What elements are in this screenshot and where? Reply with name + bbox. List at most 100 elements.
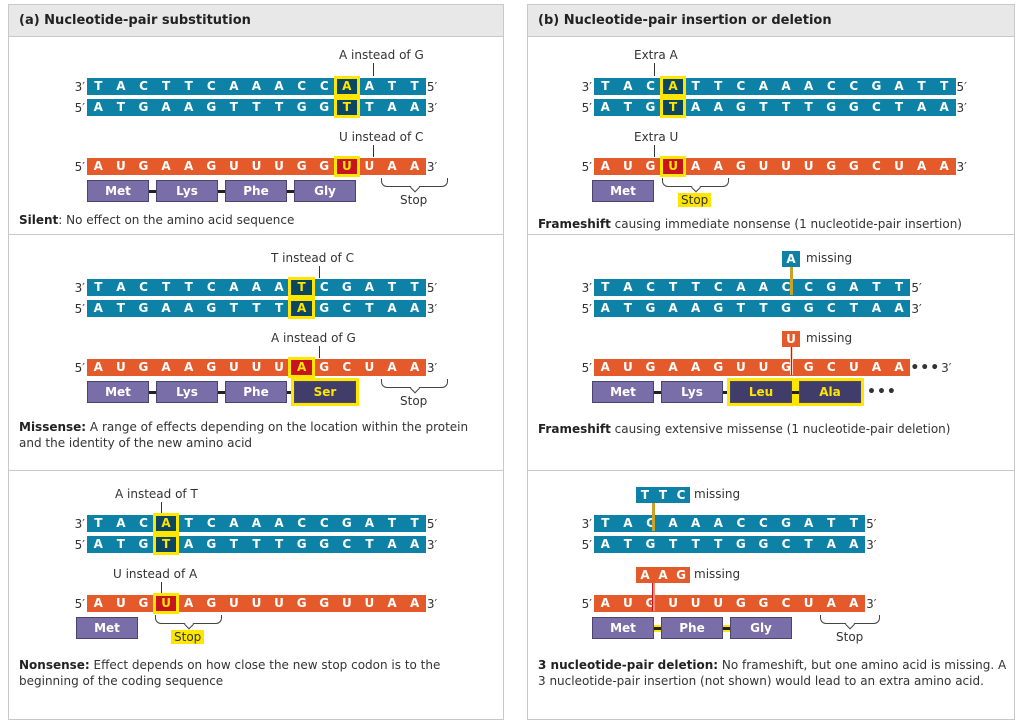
- strand-end-label: 5′: [74, 159, 85, 174]
- base: A: [842, 595, 866, 612]
- protein-chain: Met Lys Phe Gly: [87, 180, 356, 202]
- dna-template-strand: 3′ T A C T T C A A C C G A T T 5′: [578, 279, 926, 296]
- stop-brace: [662, 178, 729, 187]
- amino-acid-lys: Lys: [156, 381, 218, 403]
- missing-label: missing: [694, 487, 741, 501]
- base: A: [706, 515, 730, 532]
- amino-acid-met: Met: [592, 617, 654, 639]
- base: G: [639, 300, 662, 317]
- mrna-strand: 5′ A U G U U U G G C U A A 3′: [578, 595, 881, 612]
- missing-label: missing: [806, 331, 853, 345]
- base: C: [199, 279, 223, 296]
- changed-amino-acid-highlight: Ser: [291, 378, 359, 406]
- stop-brace: [381, 379, 448, 388]
- base: U: [797, 595, 820, 612]
- base: A: [245, 78, 268, 95]
- stop-label: Stop: [836, 630, 864, 644]
- base: A: [752, 78, 775, 95]
- callout-dna: A instead of G: [339, 48, 424, 62]
- base: A: [594, 158, 617, 175]
- missing-base: T: [654, 487, 672, 503]
- base: A: [380, 158, 404, 175]
- base: C: [774, 279, 798, 296]
- amino-acid-met: Met: [592, 381, 654, 403]
- base: G: [132, 536, 155, 553]
- caption-deletion-three: 3 nucleotide-pair deletion: No frameshif…: [538, 658, 1007, 688]
- amino-acid-leu: Leu: [730, 381, 792, 403]
- base: A: [154, 300, 178, 317]
- base: G: [312, 158, 336, 175]
- base: T: [616, 536, 640, 553]
- base: T: [380, 515, 404, 532]
- base: A: [910, 158, 933, 175]
- strand-end-label: 3′: [866, 596, 877, 611]
- base: T: [661, 279, 685, 296]
- base: A: [797, 515, 820, 532]
- base: G: [729, 595, 753, 612]
- amino-acid-met: Met: [87, 381, 149, 403]
- base: G: [639, 158, 662, 175]
- base: C: [335, 359, 359, 376]
- missing-base-dna: A: [782, 251, 800, 267]
- base: A: [177, 300, 200, 317]
- base: G: [132, 595, 155, 612]
- base: T: [358, 99, 381, 116]
- peptide-bond: [723, 390, 730, 394]
- base: C: [729, 78, 753, 95]
- base: T: [797, 536, 820, 553]
- base: A: [154, 158, 178, 175]
- base: A: [842, 536, 866, 553]
- mutated-base: T: [333, 97, 361, 118]
- base: T: [684, 279, 707, 296]
- base: T: [910, 78, 933, 95]
- base: A: [594, 595, 617, 612]
- missing-base: C: [672, 487, 690, 503]
- base: A: [842, 279, 866, 296]
- missing-base: A: [654, 567, 672, 583]
- dna-template-strand: 3′ T A C A T C A A A C C G A T T 5′: [71, 513, 442, 534]
- base: C: [842, 78, 866, 95]
- caption-missense: Missense: A range of effects depending o…: [19, 420, 469, 450]
- base: A: [706, 158, 730, 175]
- base: T: [267, 300, 291, 317]
- base: A: [616, 279, 640, 296]
- base: U: [358, 359, 381, 376]
- panel-title: (a) Nucleotide-pair substitution: [9, 5, 503, 37]
- base: A: [661, 359, 685, 376]
- strand-end-label: 5′: [74, 100, 85, 115]
- amino-acid-lys: Lys: [661, 381, 723, 403]
- strand-end-label: 3′: [956, 159, 967, 174]
- base: T: [752, 99, 775, 116]
- caption-silent: Silent: No effect on the amino acid sequ…: [19, 213, 295, 227]
- base: A: [403, 536, 426, 553]
- base: A: [177, 359, 200, 376]
- mrna-strand: 5′ A U G A A G U U U A G C U A A 3′: [71, 357, 442, 378]
- mutated-base: A: [288, 298, 315, 319]
- base: U: [887, 158, 911, 175]
- base: A: [403, 595, 426, 612]
- missing-base: G: [672, 567, 690, 583]
- base: C: [132, 515, 155, 532]
- base: U: [358, 158, 381, 175]
- base: A: [154, 359, 178, 376]
- base: G: [865, 78, 888, 95]
- protein-chain: Met Phe Gly: [592, 617, 792, 639]
- base: U: [245, 595, 268, 612]
- base: T: [109, 300, 133, 317]
- base: T: [594, 78, 617, 95]
- base: G: [797, 300, 820, 317]
- base: G: [774, 300, 798, 317]
- base: G: [199, 359, 223, 376]
- base: U: [684, 595, 707, 612]
- base: G: [819, 279, 843, 296]
- protein-chain: Met: [76, 617, 138, 639]
- base: C: [199, 78, 223, 95]
- base: G: [639, 595, 662, 612]
- callout-rna: U instead of C: [339, 130, 424, 144]
- strand-end-label: 5′: [581, 537, 592, 552]
- base: A: [932, 99, 956, 116]
- base: A: [684, 359, 707, 376]
- mutated-base: T: [152, 534, 180, 555]
- peptide-bond: [149, 189, 156, 193]
